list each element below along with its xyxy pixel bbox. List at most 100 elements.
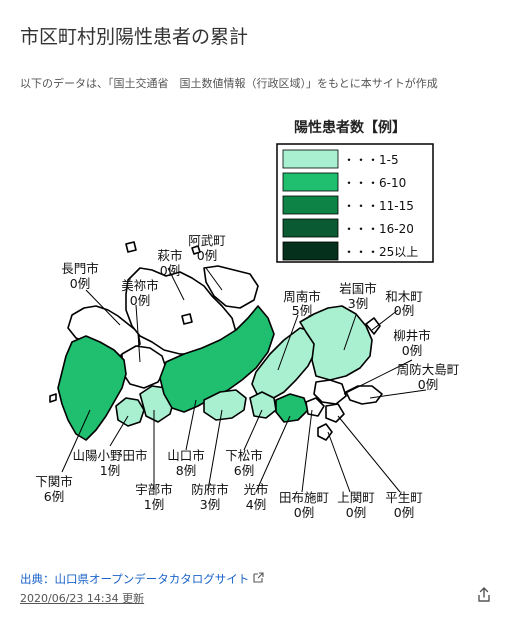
label-count: 0例: [294, 505, 314, 520]
map-label: 阿武町 0例: [188, 233, 226, 263]
municipality-labels: 長門市 0例 萩市 0例 阿武町 0例 美祢市 0例 周南市 5例 岩国市 3例…: [35, 233, 459, 520]
label-name: 下松市: [225, 448, 263, 463]
map-label: 岩国市 3例: [339, 281, 377, 311]
legend-label: ・・・1-5: [343, 153, 399, 167]
label-name: 長門市: [61, 261, 99, 276]
legend-label: ・・・11-15: [343, 199, 414, 213]
leader-lines: [61, 267, 427, 493]
map-label: 萩市 0例: [157, 248, 182, 278]
label-count: 0例: [197, 248, 217, 263]
label-name: 下関市: [35, 474, 73, 489]
label-count: 5例: [292, 303, 312, 318]
label-count: 0例: [70, 276, 90, 291]
label-name: 阿武町: [188, 233, 226, 248]
legend-swatch: [282, 241, 339, 261]
map-label: 長門市 0例: [61, 261, 99, 291]
legend-title: 陽性患者数【例】: [294, 119, 406, 136]
region-abu: [203, 265, 259, 309]
label-count: 6例: [234, 463, 254, 478]
legend-label: ・・・16-20: [343, 222, 414, 236]
legend-label: ・・・25以上: [343, 245, 418, 259]
label-name: 柳井市: [393, 328, 431, 343]
source-link[interactable]: 出典：山口県オープンデータカタログサイト: [20, 571, 264, 587]
external-link-icon: [253, 572, 264, 586]
label-name: 美祢市: [121, 278, 159, 293]
label-count: 4例: [246, 497, 266, 512]
map-label: 下関市 6例: [35, 474, 73, 504]
legend-swatch: [282, 172, 339, 192]
legend-swatch: [282, 218, 339, 238]
region-shimonoseki: [57, 335, 127, 441]
label-count: 0例: [130, 293, 150, 308]
share-button[interactable]: [475, 586, 493, 604]
map-label: 宇部市 1例: [135, 482, 173, 512]
data-description: 以下のデータは、「国土交通省 国土数値情報（行政区域）」をもとに本サイトが作成: [20, 77, 438, 90]
map-label: 山口市 8例: [167, 448, 205, 478]
map-label: 平生町 0例: [385, 490, 423, 520]
updated-date: 2020/06/23 14:34: [20, 592, 119, 605]
label-count: 1例: [100, 463, 120, 478]
label-name: 萩市: [157, 248, 182, 263]
map-label: 周防大島町 0例: [397, 362, 460, 392]
legend-item: ・・・25以上: [282, 241, 418, 261]
label-count: 0例: [160, 263, 180, 278]
label-count: 3例: [200, 497, 220, 512]
label-name: 田布施町: [279, 490, 329, 505]
map-label: 柳井市 0例: [393, 328, 431, 358]
label-name: 宇部市: [135, 482, 173, 497]
label-name: 平生町: [385, 490, 423, 505]
label-count: 1例: [144, 497, 164, 512]
page-title: 市区町村別陽性患者の累計: [20, 26, 249, 48]
island: [181, 313, 193, 325]
legend-swatch: [282, 149, 339, 169]
map-label: 周南市 5例: [283, 289, 321, 318]
island: [49, 393, 57, 403]
updated-timestamp: 2020/06/23 14:34 更新: [20, 590, 144, 606]
region-yanai: [313, 379, 347, 405]
legend-swatch: [282, 195, 339, 215]
region-tabuse: [305, 397, 325, 417]
label-name: 山口市: [167, 448, 205, 463]
label-count: 8例: [176, 463, 196, 478]
label-count: 6例: [44, 489, 64, 504]
map-label: 山陽小野田市 1例: [72, 448, 147, 478]
yamaguchi-map: 陽性患者数【例】 ・・・1-5 ・・・6-10 ・・・11-15 ・・・16-2…: [35, 119, 459, 520]
label-count: 0例: [394, 505, 414, 520]
label-name: 防府市: [191, 482, 229, 497]
region-hikari: [275, 393, 309, 423]
region-hofu: [203, 389, 247, 421]
region-sanyoonoda: [115, 397, 145, 427]
label-count: 0例: [402, 343, 422, 358]
updated-suffix: 更新: [122, 592, 145, 605]
label-name: 周南市: [283, 289, 321, 304]
map-label: 和木町 0例: [385, 289, 423, 318]
label-name: 上関町: [337, 490, 375, 505]
label-count: 3例: [348, 296, 368, 311]
map-label: 上関町 0例: [337, 490, 375, 520]
island: [191, 245, 201, 255]
label-name: 山陽小野田市: [72, 448, 147, 463]
legend-item: ・・・6-10: [282, 172, 406, 192]
map-regions: [49, 241, 383, 441]
map-label: 防府市 3例: [191, 482, 229, 512]
map-label: 美祢市 0例: [121, 278, 159, 308]
region-yamaguchi: [159, 305, 275, 413]
region-waki: [365, 317, 381, 335]
legend-item: ・・・11-15: [282, 195, 414, 215]
label-count: 0例: [418, 377, 438, 392]
label-name: 光市: [243, 482, 268, 497]
region-iwakuni: [299, 305, 373, 381]
source-link-label: 出典：山口県オープンデータカタログサイト: [20, 572, 250, 586]
label-name: 和木町: [385, 289, 423, 304]
legend-item: ・・・16-20: [282, 218, 414, 238]
map-label: 下松市 6例: [225, 448, 263, 478]
region-suooshima: [345, 385, 383, 405]
label-count: 0例: [394, 303, 414, 318]
map-label: 田布施町 0例: [279, 490, 329, 520]
label-name: 岩国市: [339, 281, 377, 296]
share-icon: [478, 587, 490, 602]
map-label: 光市 4例: [243, 482, 268, 512]
label-count: 0例: [346, 505, 366, 520]
legend-item: ・・・1-5: [282, 149, 399, 169]
legend-label: ・・・6-10: [343, 176, 406, 190]
